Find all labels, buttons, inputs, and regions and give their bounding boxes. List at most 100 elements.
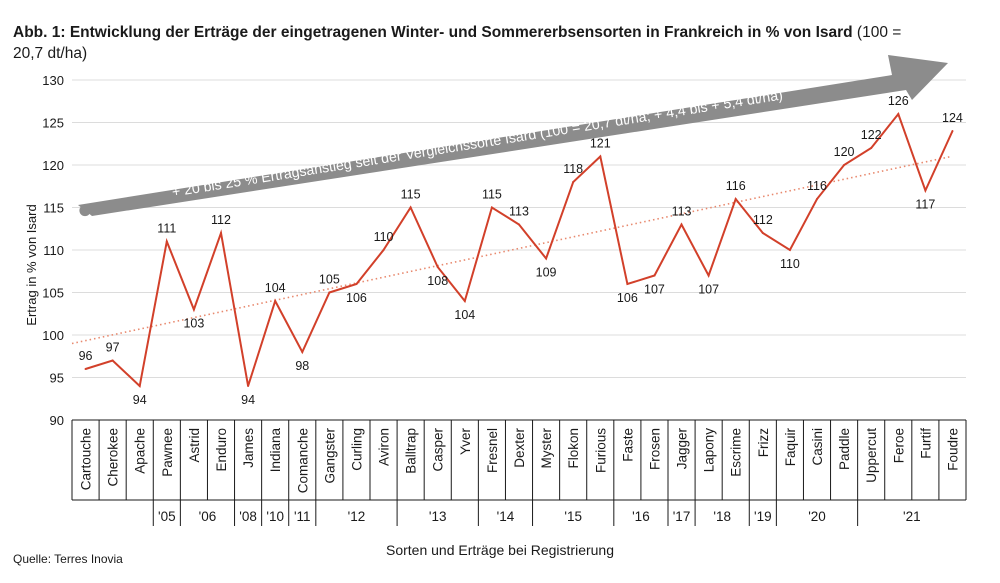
data-point [897,113,900,115]
category-label: Comanche [295,428,310,493]
growth-arrow-text: + 20 bis 25 % Ertragsanstieg seit der Ve… [171,87,784,200]
data-point [870,147,873,149]
year-label: '19 [754,509,772,524]
year-label: '05 [158,509,176,524]
category-label: Yver [458,427,473,455]
data-label: 98 [295,359,309,373]
category-label: Paddle [837,428,852,470]
year-label: '11 [294,509,311,524]
y-tick-label: 125 [42,116,64,131]
data-label: 110 [780,257,800,271]
data-label: 94 [241,393,255,407]
data-label: 118 [563,162,583,176]
category-label: Flokon [566,428,581,469]
data-point [761,232,764,234]
category-label: Myster [539,427,554,468]
y-axis-title: Ertrag in % von Isard [24,204,39,325]
data-point [572,181,575,183]
data-point [220,232,222,234]
category-label: Enduro [214,428,229,472]
category-label: Frosen [647,428,662,470]
data-label: 112 [753,213,773,227]
data-point [951,130,954,132]
data-point [111,359,114,362]
category-label: Cherokee [106,428,121,487]
data-point [518,223,520,226]
category-label: Escrime [729,428,744,477]
category-label: Feroe [891,428,906,463]
chart-title-normal: (100 = 20,7 dt/ha) [13,24,902,62]
data-label: 113 [509,205,529,219]
year-label: '12 [348,509,366,524]
data-label: 111 [157,222,176,236]
data-label: 106 [346,291,367,305]
data-point [788,249,791,251]
year-label: '20 [808,509,826,524]
data-label: 103 [183,317,204,331]
year-label: '13 [429,509,447,524]
data-label: 115 [401,188,421,202]
category-label: Dexter [512,427,527,467]
data-point [707,274,710,277]
data-point [843,164,846,166]
year-label: '10 [266,509,284,524]
data-label: 116 [726,179,746,193]
data-label: 112 [211,213,231,227]
category-label: Furtif [918,428,933,459]
data-point [247,385,250,387]
category-label: Pawnee [160,428,175,477]
year-label: '21 [903,509,921,524]
trend-line [71,155,952,345]
year-label: '17 [673,509,691,524]
data-point [301,351,304,353]
data-label: 122 [861,128,882,142]
category-label: Faquir [783,427,798,466]
data-label: 120 [834,145,855,159]
data-point [816,198,818,200]
category-label: Fresnel [485,428,500,473]
data-point [653,274,656,277]
data-point [138,385,141,387]
category-label: Faste [620,428,635,462]
year-label: '18 [713,509,731,524]
data-label: 124 [942,111,963,125]
data-label: 104 [265,281,286,295]
y-tick-label: 130 [42,73,64,88]
data-label: 108 [427,274,448,288]
data-point [328,291,331,294]
category-label: James [241,428,256,468]
y-tick-label: 110 [43,243,64,258]
data-point [165,240,168,243]
category-label: Curling [349,428,364,471]
x-axis-title: Sorten und Erträge bei Registrierung [385,542,615,558]
data-point [409,206,412,209]
y-tick-label: 90 [50,413,64,428]
data-point [192,308,195,311]
category-label: Casper [431,428,446,472]
data-point [436,266,439,268]
year-label: '06 [199,509,217,524]
category-label: Furious [593,428,608,473]
data-label: 94 [133,393,147,407]
category-label: Uppercut [864,428,879,483]
data-label: 105 [319,273,340,287]
category-label: Frizz [756,428,771,457]
data-label: 109 [536,266,557,280]
data-point [490,206,493,209]
growth-arrow [78,55,948,216]
data-point [924,189,927,192]
data-label: 126 [888,94,909,108]
data-label: 117 [915,198,935,212]
data-point [545,257,548,260]
data-label: 97 [106,341,120,355]
year-label: '08 [239,509,257,524]
category-label: Astrid [187,428,202,463]
data-point [626,283,629,285]
category-label: Lapony [702,428,717,473]
year-label: '14 [497,509,515,524]
chart-title: Abb. 1: Entwicklung der Erträge der eing… [13,22,913,64]
source-note: Quelle: Terres Inovia [13,552,123,566]
category-label: Foudre [945,428,960,471]
category-label: Casini [810,428,825,466]
